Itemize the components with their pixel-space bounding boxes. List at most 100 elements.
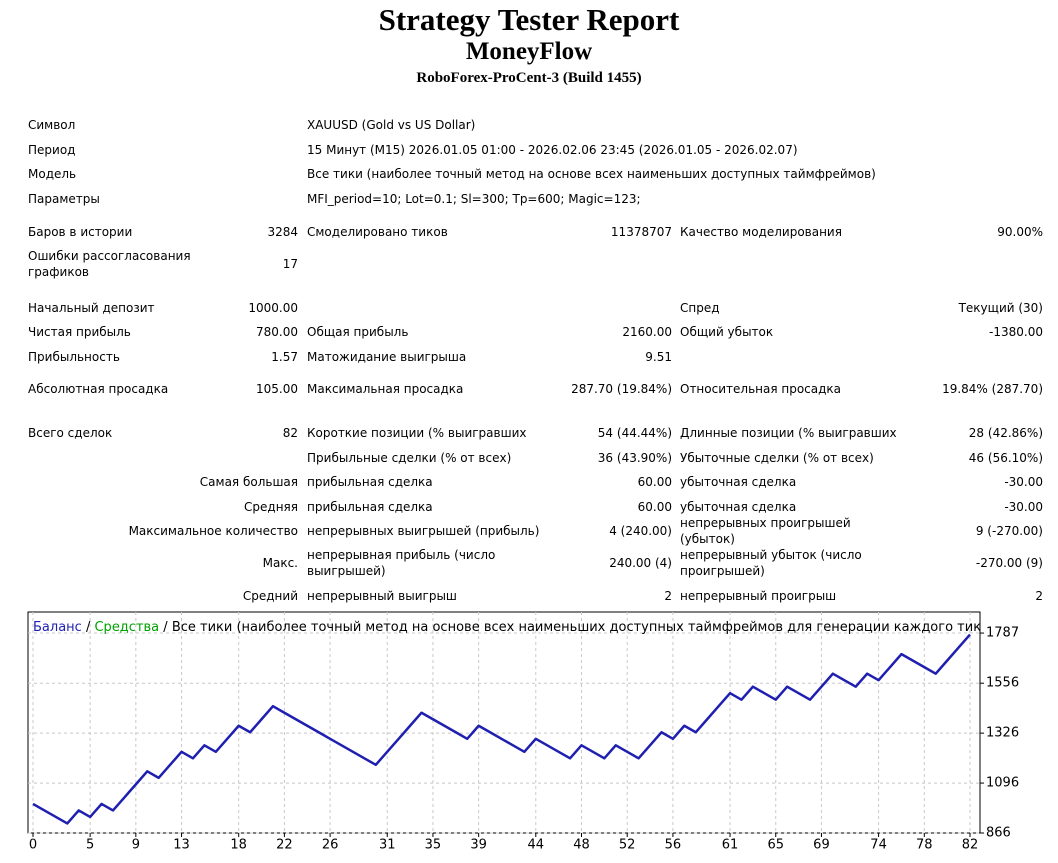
report-cell: 11378707 [610, 225, 672, 239]
report-cell: Макс. [262, 556, 298, 570]
chart: Баланс / Средства / Все тики (наиболее т… [27, 611, 1019, 853]
strategy-name: MoneyFlow [465, 38, 593, 65]
report-cell: 780.00 [256, 325, 298, 339]
report-cell: Относительная просадка [680, 382, 842, 396]
report-cell: 19.84% (287.70) [942, 382, 1043, 396]
report-cell: 15 Минут (M15) 2026.01.05 01:00 - 2026.0… [307, 143, 798, 157]
y-tick-label: 1326 [986, 726, 1019, 741]
x-tick-label: 48 [573, 838, 590, 853]
report-cell: -30.00 [1004, 475, 1043, 489]
report-cell: 28 (42.86%) [968, 426, 1043, 440]
report-cell: Длинные позиции (% выигравших [680, 426, 897, 440]
report-cell: 4 (240.00) [609, 524, 672, 538]
legend-entry: Баланс [33, 620, 82, 635]
report-cell: 2 [1035, 589, 1043, 603]
legend-entry: Средства [94, 620, 159, 635]
report-cell: непрерывных проигрышей (убыток) [680, 516, 851, 546]
x-tick-label: 31 [379, 838, 396, 853]
x-tick-label: 78 [916, 838, 933, 853]
report-cell: Символ [28, 118, 76, 132]
report-cell: Общий убыток [680, 325, 774, 339]
report-cell: прибыльная сделка [307, 475, 433, 489]
report-cell: Качество моделирования [680, 225, 842, 239]
report-cell: непрерывный проигрыш [680, 589, 837, 603]
report-cell: 46 (56.10%) [968, 451, 1043, 465]
x-tick-label: 9 [132, 838, 140, 853]
report-cell: Всего сделок [28, 426, 113, 440]
report-cell: 2160.00 [622, 325, 672, 339]
report-cell: непрерывный выигрыш [307, 589, 457, 603]
x-tick-label: 39 [470, 838, 487, 853]
balance-line [32, 633, 971, 825]
report-cell: Прибыльность [28, 350, 120, 364]
report-cell: 17 [282, 257, 298, 271]
report-cell: Убыточные сделки (% от всех) [680, 451, 874, 465]
report-cell: Текущий (30) [958, 301, 1043, 315]
report-cell: 2 [664, 589, 672, 603]
report-cell: 54 (44.44%) [597, 426, 672, 440]
report-cell: Самая большая [199, 475, 298, 489]
report-cell: Чистая прибыль [28, 325, 131, 339]
x-tick-label: 0 [29, 838, 37, 853]
x-tick-label: 44 [528, 838, 545, 853]
report-cell: Короткие позиции (% выигравших [307, 426, 527, 440]
report-cell: Начальный депозит [28, 301, 155, 315]
report-cell: Баров в истории [28, 225, 133, 239]
report-cell: 1000.00 [248, 301, 298, 315]
report-cell: 60.00 [637, 475, 672, 489]
report-cell: 240.00 (4) [609, 556, 672, 570]
report-cell: Все тики (наиболее точный метод на основ… [307, 167, 876, 181]
report-cell: Модель [28, 167, 77, 181]
report-cell: 9.51 [645, 350, 672, 364]
y-tick-label: 866 [986, 826, 1011, 841]
legend-separator: / [163, 620, 168, 635]
report-cell: непрерывных выигрышей (прибыль) [307, 524, 540, 538]
report-cell: Параметры [28, 192, 100, 206]
report-cell: -270.00 (9) [975, 556, 1043, 570]
report-cell: XAUUSD (Gold vs US Dollar) [307, 118, 476, 132]
report-cell: Средняя [244, 500, 298, 514]
report-cell: непрерывный убыток (число проигрышей) [680, 548, 862, 578]
report-cell: 1.57 [271, 350, 298, 364]
x-tick-label: 52 [619, 838, 636, 853]
legend: Баланс / Средства / Все тики (наиболее т… [33, 620, 994, 635]
report-cell: Общая прибыль [307, 325, 409, 339]
plot-frame [27, 611, 981, 834]
x-tick-label: 35 [425, 838, 442, 853]
report-cell: Максимальная просадка [307, 382, 464, 396]
report-cell: Максимальное количество [128, 524, 298, 538]
legend-separator: / [86, 620, 91, 635]
x-tick-label: 56 [665, 838, 682, 853]
x-tick-label: 82 [962, 838, 979, 853]
x-tick-label: 13 [173, 838, 190, 853]
report-title: Strategy Tester Report [378, 2, 680, 37]
report-cell: -1380.00 [989, 325, 1043, 339]
x-tick-label: 61 [722, 838, 739, 853]
y-tick-label: 1556 [986, 676, 1019, 691]
y-tick-label: 1096 [986, 776, 1019, 791]
report-cell: Ошибки рассогласования графиков [28, 249, 191, 279]
x-tick-label: 74 [870, 838, 887, 853]
x-tick-label: 18 [230, 838, 247, 853]
report-cell: 36 (43.90%) [597, 451, 672, 465]
x-tick-label: 5 [86, 838, 94, 853]
report-cell: Матожидание выигрыша [307, 350, 467, 364]
report-cell: -30.00 [1004, 500, 1043, 514]
x-tick-label: 69 [813, 838, 830, 853]
report-cell: Абсолютная просадка [28, 382, 169, 396]
report-cell: Период [28, 143, 76, 157]
report-cell: Спред [680, 301, 720, 315]
x-tick-label: 65 [767, 838, 784, 853]
x-tick-label: 22 [276, 838, 293, 853]
report-cell: убыточная сделка [680, 500, 797, 514]
y-tick-label: 1787 [986, 626, 1019, 641]
report-cell: MFI_period=10; Lot=0.1; Sl=300; Tp=600; … [307, 192, 641, 206]
build-info: RoboForex-ProCent-3 (Build 1455) [416, 70, 642, 86]
report-cell: 90.00% [997, 225, 1043, 239]
report-cell: Смоделировано тиков [307, 225, 448, 239]
report-cell: 105.00 [256, 382, 298, 396]
report-cell: 9 (-270.00) [975, 524, 1043, 538]
report-cell: убыточная сделка [680, 475, 797, 489]
report-cell: 3284 [267, 225, 298, 239]
